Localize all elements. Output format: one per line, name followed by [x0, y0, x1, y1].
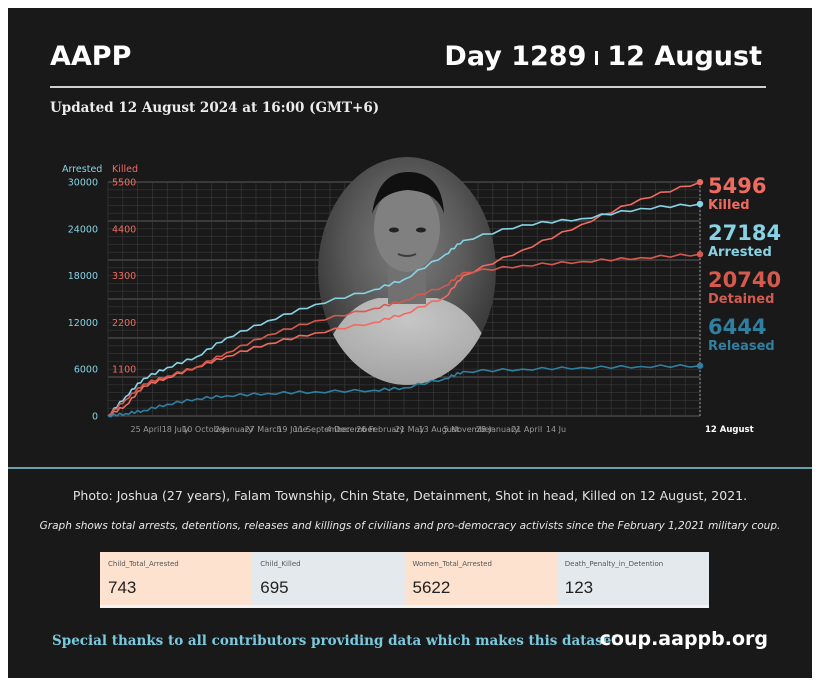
x-tick-label: 25 April — [130, 425, 161, 434]
series-total-arrested: 27184 — [708, 221, 781, 245]
stat-value: 5622 — [412, 578, 451, 597]
series-label-detained: Detained — [708, 292, 774, 307]
stat-label: Child_Total_Arrested — [108, 560, 179, 568]
series-label-arrested: Arrested — [708, 245, 772, 260]
chart-series-lines — [107, 178, 704, 418]
stat-card-death-penalty: Death_Penalty_in_Detention 123 — [556, 552, 709, 608]
x-tick-label: 2 January — [215, 425, 253, 434]
x-tick-label: 10 October — [182, 425, 227, 434]
brand-title: AAPP — [50, 41, 132, 72]
x-tick-label: 11 September — [293, 425, 351, 434]
stat-label: Women_Total_Arrested — [412, 560, 492, 568]
website-link[interactable]: coup.aappb.org — [599, 628, 768, 650]
series-line-killed — [107, 181, 701, 417]
series-label-released: Released — [708, 339, 775, 354]
y-left-tick-label: 12000 — [68, 318, 98, 329]
series-end-dot-detained — [696, 251, 704, 258]
y-left-tick-label: 30000 — [68, 178, 98, 189]
series-line-released — [107, 364, 701, 418]
y-left-axis-title: Arrested — [62, 164, 102, 175]
stat-card-women-total-arrested: Women_Total_Arrested 5622 — [404, 552, 557, 608]
casualty-line-chart: Arrested Killed 0 6000 12000 18000 24000 30000 1… — [62, 157, 781, 435]
y-right-tick-label: 4400 — [112, 224, 136, 235]
stat-card-child-total-arrested: Child_Total_Arrested 743 — [100, 552, 253, 608]
series-total-released: 6444 — [708, 315, 766, 339]
stat-underline — [404, 605, 557, 608]
x-tick-label: 21 April — [511, 425, 542, 434]
y-left-tick-label: 0 — [92, 412, 98, 423]
stat-value: 695 — [260, 578, 289, 597]
x-tick-label: 19 June — [277, 425, 307, 434]
series-label-killed: Killed — [708, 198, 750, 213]
y-right-tick-label: 5500 — [112, 178, 136, 189]
graph-note: Graph shows total arrests, detentions, r… — [39, 520, 781, 532]
stat-underline — [252, 605, 405, 608]
stat-label: Death_Penalty_in_Detention — [564, 560, 664, 568]
x-tick-label: 28 January — [476, 425, 519, 434]
series-total-detained: 20740 — [708, 268, 781, 292]
y-left-tick-label: 6000 — [74, 365, 98, 376]
x-tick-label: 13 August — [418, 425, 459, 434]
stat-value: 743 — [108, 578, 137, 597]
y-right-tick-label: 3300 — [112, 271, 136, 282]
y-left-tick-label: 18000 — [68, 271, 98, 282]
x-tick-label: 14 Ju — [546, 425, 566, 434]
series-line-detained — [107, 253, 701, 417]
stat-label: Child_Killed — [260, 560, 301, 568]
updated-timestamp: Updated 12 August 2024 at 16:00 (GMT+6) — [50, 100, 380, 116]
series-end-dot-killed — [696, 178, 704, 186]
y-right-axis-title: Killed — [112, 164, 138, 175]
x-tick-label: 21 May — [395, 425, 425, 434]
chart-axes: Arrested Killed 0 6000 12000 18000 24000 30000 1… — [62, 164, 754, 435]
series-end-dot-arrested — [696, 200, 704, 208]
stats-strip: Child_Total_Arrested 743 Child_Killed 69… — [100, 552, 709, 608]
header-rule — [50, 86, 766, 88]
y-left-tick-label: 24000 — [68, 224, 98, 235]
day-count: Day 1289 — [444, 41, 587, 72]
x-tick-label: 4 December — [326, 425, 376, 434]
y-right-tick-label: 1100 — [112, 365, 136, 376]
thanks-message: Special thanks to all contributors provi… — [52, 633, 623, 649]
day-heading: Day 1289 12 August — [444, 41, 762, 72]
stat-underline — [100, 605, 253, 608]
section-divider — [8, 467, 812, 469]
x-tick-label: 5 November — [444, 425, 494, 434]
stat-value: 123 — [564, 578, 594, 597]
photo-caption: Photo: Joshua (27 years), Falam Township… — [72, 488, 748, 503]
stat-card-child-killed: Child_Killed 695 — [252, 552, 405, 608]
day-date: 12 August — [607, 41, 762, 72]
series-end-dot-released — [696, 362, 704, 369]
series-total-killed: 5496 — [708, 174, 766, 198]
heading-separator — [595, 50, 599, 65]
x-tick-label: 27 March — [245, 425, 282, 434]
stat-underline — [556, 605, 709, 608]
victim-portrait-image — [318, 157, 496, 385]
y-right-tick-label: 2200 — [112, 318, 136, 329]
x-end-tick-label: 12 August — [705, 425, 754, 435]
x-tick-label: 26 February — [356, 425, 404, 434]
x-tick-label: 18 July — [162, 425, 189, 434]
series-line-arrested — [107, 203, 701, 417]
infographic-frame: AAPP Day 1289 12 August Updated 12 August… — [8, 8, 812, 678]
